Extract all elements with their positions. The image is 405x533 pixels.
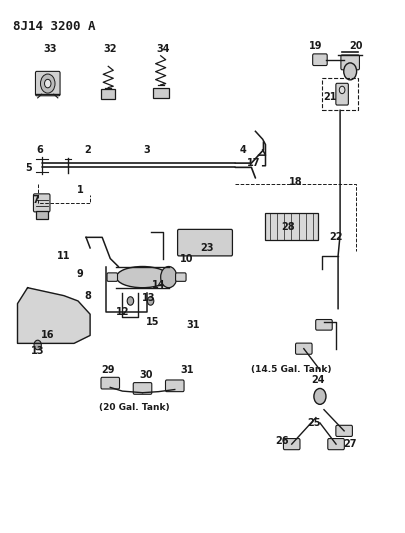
Bar	[321, 78, 357, 110]
Text: 28: 28	[280, 222, 294, 232]
Text: 30: 30	[139, 370, 153, 380]
Text: 31: 31	[186, 320, 199, 330]
Text: 22: 22	[328, 232, 342, 243]
Circle shape	[40, 74, 55, 93]
Text: 12: 12	[115, 306, 129, 317]
Circle shape	[313, 389, 325, 405]
Text: 24: 24	[310, 375, 324, 385]
Circle shape	[127, 297, 133, 305]
Bar	[265, 214, 317, 240]
Circle shape	[339, 86, 344, 94]
FancyBboxPatch shape	[335, 425, 352, 437]
Text: 16: 16	[41, 330, 54, 341]
Text: 33: 33	[43, 44, 56, 54]
Text: 27: 27	[343, 439, 356, 449]
Bar	[101, 90, 115, 99]
Text: 21: 21	[322, 92, 336, 102]
Circle shape	[160, 266, 176, 288]
FancyBboxPatch shape	[133, 383, 151, 394]
FancyBboxPatch shape	[327, 439, 343, 450]
FancyBboxPatch shape	[107, 273, 117, 281]
Text: 14: 14	[151, 280, 165, 290]
FancyBboxPatch shape	[340, 55, 358, 70]
Text: 6: 6	[36, 145, 43, 155]
Circle shape	[45, 79, 51, 88]
Text: 13: 13	[31, 346, 44, 357]
Text: 2: 2	[85, 145, 91, 155]
FancyBboxPatch shape	[175, 273, 185, 281]
Text: 1: 1	[77, 184, 83, 195]
Bar	[152, 88, 168, 98]
Text: (14.5 Gal. Tank): (14.5 Gal. Tank)	[251, 366, 331, 374]
Text: 3: 3	[143, 145, 149, 155]
Circle shape	[343, 63, 356, 80]
Text: 17: 17	[246, 158, 260, 168]
Circle shape	[34, 340, 41, 350]
Text: 8J14 3200 A: 8J14 3200 A	[13, 20, 96, 33]
FancyBboxPatch shape	[283, 439, 299, 450]
FancyBboxPatch shape	[177, 229, 232, 256]
Text: 20: 20	[349, 42, 362, 52]
FancyBboxPatch shape	[33, 194, 50, 212]
Bar	[36, 211, 48, 219]
Text: 9: 9	[77, 270, 83, 279]
FancyBboxPatch shape	[295, 343, 311, 354]
Text: (20 Gal. Tank): (20 Gal. Tank)	[99, 402, 169, 411]
Text: 15: 15	[145, 317, 159, 327]
FancyBboxPatch shape	[101, 377, 119, 389]
FancyBboxPatch shape	[35, 71, 60, 96]
Text: 7: 7	[32, 195, 39, 205]
Text: 23: 23	[200, 243, 213, 253]
Text: 8: 8	[84, 290, 91, 301]
Ellipse shape	[116, 266, 168, 288]
Text: 19: 19	[308, 42, 322, 52]
Text: 29: 29	[101, 365, 115, 375]
Text: 18: 18	[288, 176, 302, 187]
Circle shape	[147, 297, 153, 305]
Text: 25: 25	[306, 418, 320, 428]
FancyBboxPatch shape	[165, 380, 183, 392]
Text: 4: 4	[239, 145, 246, 155]
Text: 26: 26	[274, 437, 288, 447]
Text: 13: 13	[141, 293, 155, 303]
FancyBboxPatch shape	[315, 319, 331, 330]
FancyBboxPatch shape	[335, 83, 347, 105]
Text: 11: 11	[57, 251, 70, 261]
Polygon shape	[17, 288, 90, 343]
Text: 34: 34	[156, 44, 169, 54]
Text: 31: 31	[180, 365, 193, 375]
Text: 10: 10	[180, 254, 193, 263]
Text: 5: 5	[26, 164, 32, 173]
FancyBboxPatch shape	[312, 54, 326, 66]
Text: 32: 32	[103, 44, 117, 54]
